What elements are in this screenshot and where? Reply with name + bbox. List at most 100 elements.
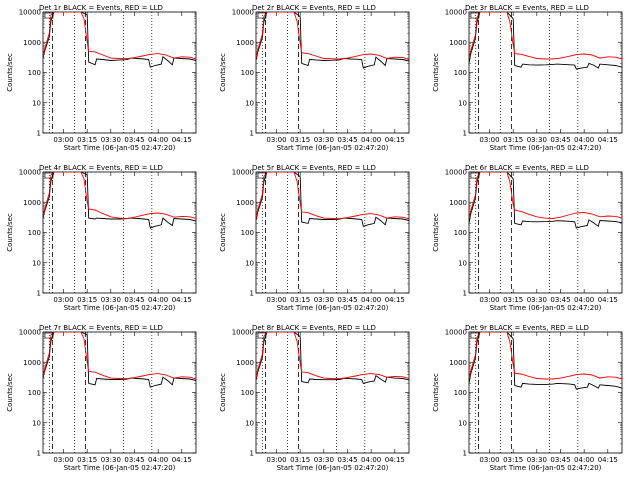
- series-line-events: [256, 12, 409, 69]
- plot-title: Det 9r BLACK = Events, RED = LLD: [465, 324, 589, 332]
- y-tick-label: 10: [458, 99, 467, 107]
- y-tick-label: 1: [250, 290, 254, 298]
- detector-panel-8: Det 8r BLACK = Events, RED = LLD 1 10 100 10…: [219, 324, 410, 472]
- x-axis-label: Start Time (06-Jan-05 02:47:20): [490, 144, 602, 152]
- x-tick-label: 03:45: [550, 456, 570, 464]
- x-tick-label: 04:15: [598, 296, 618, 304]
- corner-box-marker: [470, 172, 480, 179]
- x-tick-label: 03:00: [479, 296, 499, 304]
- x-tick-label: 04:15: [598, 456, 618, 464]
- y-axis-label: Counts/sec: [219, 53, 227, 92]
- x-tick-label: 03:30: [314, 136, 334, 144]
- plot-frame: [255, 331, 410, 454]
- y-tick-label: 10000: [232, 9, 254, 17]
- y-tick-label: 1: [37, 450, 41, 458]
- y-tick-label: 10: [32, 419, 41, 427]
- plot-title: Det 3r BLACK = Events, RED = LLD: [465, 4, 589, 12]
- x-tick-label: 04:15: [385, 296, 405, 304]
- x-tick-label: 04:00: [361, 296, 381, 304]
- plot-title: Det 8r BLACK = Events, RED = LLD: [252, 324, 376, 332]
- corner-box-marker: [44, 172, 54, 179]
- y-tick-label: 1000: [23, 39, 41, 47]
- series-group: [43, 172, 196, 229]
- y-tick-label: 1: [250, 450, 254, 458]
- corner-box-marker: [470, 332, 480, 339]
- series-line-lld: [469, 332, 622, 380]
- y-tick-label: 1: [463, 290, 467, 298]
- y-tick-label: 100: [241, 69, 254, 77]
- x-tick-label: 03:00: [479, 456, 499, 464]
- y-axis-label: Counts/sec: [219, 373, 227, 412]
- y-tick-label: 100: [454, 389, 467, 397]
- x-tick-label: 03:15: [503, 456, 523, 464]
- x-tick-label: 03:30: [101, 456, 121, 464]
- x-tick-label: 03:30: [527, 456, 547, 464]
- x-tick-label: 03:00: [266, 136, 286, 144]
- x-tick-label: 03:00: [266, 296, 286, 304]
- x-tick-label: 03:30: [314, 456, 334, 464]
- corner-box-marker: [257, 172, 267, 179]
- x-tick-label: 03:30: [314, 296, 334, 304]
- x-tick-label: 04:15: [598, 136, 618, 144]
- y-tick-label: 10000: [232, 169, 254, 177]
- y-tick-label: 10: [245, 259, 254, 267]
- plot-title: Det 5r BLACK = Events, RED = LLD: [252, 164, 376, 172]
- series-line-events: [43, 12, 196, 68]
- y-tick-label: 10: [458, 259, 467, 267]
- x-tick-label: 03:15: [503, 296, 523, 304]
- series-line-lld: [469, 172, 622, 220]
- x-tick-label: 03:45: [550, 296, 570, 304]
- y-tick-label: 10000: [19, 9, 41, 17]
- x-axis-label: Start Time (06-Jan-05 02:47:20): [277, 144, 389, 152]
- x-tick-label: 04:00: [148, 136, 168, 144]
- corner-box-marker: [44, 332, 54, 339]
- x-tick-label: 03:00: [53, 136, 73, 144]
- plot-frame: [42, 11, 197, 134]
- y-tick-label: 1000: [449, 39, 467, 47]
- x-tick-label: 03:00: [53, 296, 73, 304]
- y-tick-label: 10000: [445, 169, 467, 177]
- x-axis-label: Start Time (06-Jan-05 02:47:20): [277, 464, 389, 472]
- plot-title: Det 4r BLACK = Events, RED = LLD: [39, 164, 163, 172]
- y-tick-label: 1: [250, 130, 254, 138]
- detector-panel-2: Det 2r BLACK = Events, RED = LLD 1 10 100 10…: [219, 4, 410, 152]
- plot-title: Det 2r BLACK = Events, RED = LLD: [252, 4, 376, 12]
- y-tick-label: 1000: [23, 359, 41, 367]
- x-tick-label: 03:15: [77, 136, 97, 144]
- detector-panel-9: Det 9r BLACK = Events, RED = LLD 1 10 100 10…: [432, 324, 623, 472]
- series-group: [256, 12, 409, 69]
- x-tick-label: 03:00: [266, 456, 286, 464]
- series-line-events: [256, 332, 409, 384]
- series-line-lld: [256, 12, 409, 60]
- y-tick-label: 1: [463, 450, 467, 458]
- x-axis-label: Start Time (06-Jan-05 02:47:20): [490, 304, 602, 312]
- series-line-lld: [43, 332, 196, 380]
- detector-panel-7: Det 7r BLACK = Events, RED = LLD 1 10 100 10…: [6, 324, 197, 472]
- x-tick-label: 04:00: [148, 296, 168, 304]
- plot-title: Det 1r BLACK = Events, RED = LLD: [39, 4, 163, 12]
- y-tick-label: 1000: [449, 359, 467, 367]
- x-tick-label: 04:00: [361, 136, 381, 144]
- x-tick-label: 03:15: [77, 456, 97, 464]
- y-tick-label: 100: [454, 229, 467, 237]
- series-line-lld: [469, 12, 622, 60]
- x-tick-label: 03:00: [479, 136, 499, 144]
- x-axis-label: Start Time (06-Jan-05 02:47:20): [64, 144, 176, 152]
- corner-box-marker: [470, 12, 480, 19]
- y-tick-label: 10000: [232, 329, 254, 337]
- x-tick-label: 03:30: [527, 296, 547, 304]
- y-axis-label: Counts/sec: [432, 373, 440, 412]
- corner-box-marker: [257, 332, 267, 339]
- x-axis-label: Start Time (06-Jan-05 02:47:20): [64, 304, 176, 312]
- y-tick-label: 10: [245, 419, 254, 427]
- series-group: [469, 172, 622, 229]
- x-tick-label: 04:00: [148, 456, 168, 464]
- y-tick-label: 100: [28, 69, 41, 77]
- x-tick-label: 04:00: [574, 136, 594, 144]
- y-tick-label: 10: [458, 419, 467, 427]
- plot-frame: [42, 171, 197, 294]
- y-tick-label: 10000: [445, 9, 467, 17]
- x-tick-label: 03:45: [337, 136, 357, 144]
